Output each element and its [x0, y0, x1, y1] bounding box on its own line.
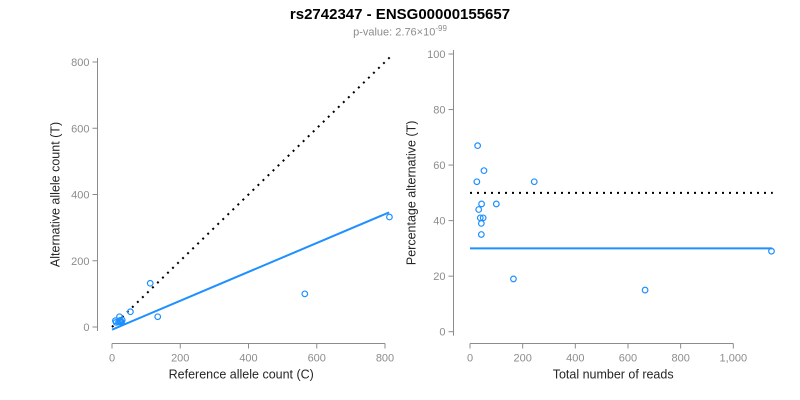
x-tick-label: 400: [239, 353, 257, 365]
x-tick-label: 200: [513, 353, 531, 365]
data-point: [479, 214, 487, 222]
data-point: [480, 167, 488, 175]
x-tick-label: 600: [308, 353, 326, 365]
y-tick-label: 100: [427, 49, 445, 61]
plot-subtitle: p-value: 2.76×10-99: [0, 24, 800, 39]
y-tick-label: 600: [71, 123, 89, 135]
data-point: [641, 286, 649, 294]
x-tick-label: 800: [671, 353, 689, 365]
fit-line: [111, 211, 390, 331]
data-point: [475, 206, 483, 213]
x-tick-label: 200: [171, 353, 189, 365]
x-tick-label: 400: [566, 353, 584, 365]
y-tick-label: 60: [433, 160, 445, 172]
plot-title: rs2742347 - ENSG00000155657: [289, 6, 511, 23]
x-axis-label: Reference allele count (C): [169, 368, 314, 382]
data-point: [386, 213, 393, 221]
x-tick-label: 0: [467, 353, 473, 365]
x-tick-label: 800: [376, 353, 394, 365]
y-tick-label: 800: [71, 57, 89, 69]
data-point: [301, 290, 309, 298]
data-point: [478, 200, 485, 208]
x-tick-label: 600: [619, 353, 637, 365]
y-axis-label: Percentage alternative (T): [405, 121, 419, 266]
data-point: [146, 279, 154, 287]
x-tick-label: 1,000: [720, 353, 748, 365]
data-point: [127, 308, 134, 316]
data-point: [154, 313, 162, 321]
pvalue-text: p-value: 2.76×10: [353, 26, 436, 39]
data-point: [530, 178, 538, 186]
data-point: [473, 178, 481, 186]
y-axis-label: Alternative allele count (T): [49, 122, 63, 267]
data-point: [118, 318, 125, 326]
y-tick-label: 0: [439, 327, 445, 339]
data-point: [768, 247, 775, 255]
x-axis-label: Total number of reads: [553, 368, 674, 382]
y-tick-label: 20: [433, 271, 445, 283]
y-tick-label: 80: [433, 105, 445, 117]
data-point: [477, 231, 485, 238]
y-tick-label: 400: [71, 190, 89, 202]
y-tick-label: 0: [83, 322, 89, 334]
data-point: [492, 200, 500, 208]
pvalue-exponent: -99: [435, 24, 447, 33]
y-tick-label: 200: [71, 256, 89, 268]
data-point: [474, 142, 482, 150]
data-point: [477, 219, 485, 227]
x-tick-label: 0: [109, 353, 115, 365]
identity-line: [111, 56, 391, 328]
y-tick-label: 40: [433, 216, 445, 228]
data-point: [510, 275, 517, 283]
